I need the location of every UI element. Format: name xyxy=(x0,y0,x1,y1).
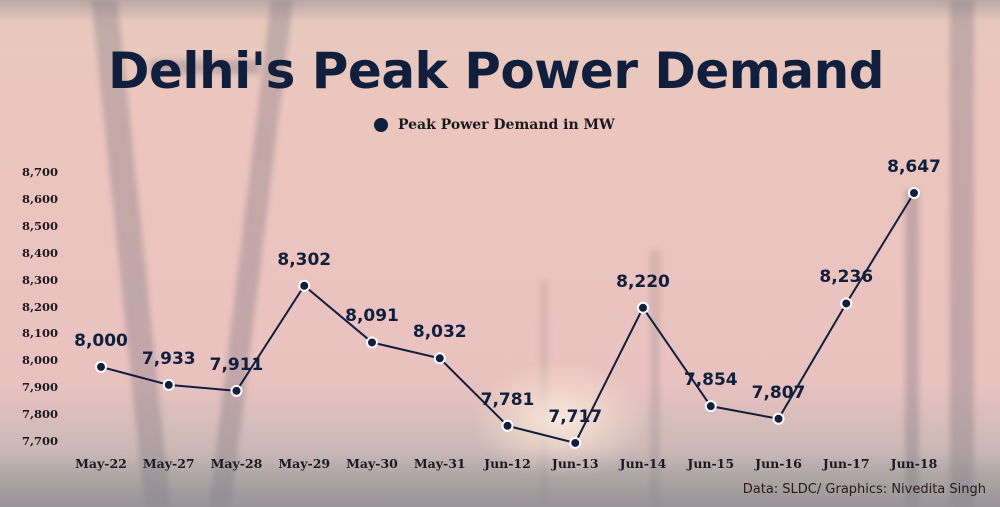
x-tick-label: May-30 xyxy=(346,456,398,471)
data-point-marker xyxy=(569,436,582,449)
data-value-label: 7,854 xyxy=(683,370,738,391)
background-tower xyxy=(150,60,260,74)
y-tick-label: 8,600 xyxy=(22,191,59,206)
data-point-marker xyxy=(230,384,243,397)
x-tick-label: May-27 xyxy=(142,456,195,471)
data-value-label: 8,032 xyxy=(412,322,467,343)
x-tick-label: May-29 xyxy=(278,456,331,471)
source-credit: Data: SLDC/ Graphics: Nivedita Singh xyxy=(742,482,986,497)
legend-marker-icon xyxy=(374,118,388,132)
data-point-marker xyxy=(637,301,649,314)
data-value-label: 8,091 xyxy=(345,306,399,327)
x-tick-label: Jun-18 xyxy=(890,456,938,471)
data-value-label: 8,236 xyxy=(819,267,874,288)
y-tick-label: 7,900 xyxy=(22,380,59,395)
y-tick-label: 8,200 xyxy=(22,299,59,314)
data-point-marker xyxy=(840,297,853,310)
data-point-marker xyxy=(433,352,446,365)
x-tick-label: Jun-14 xyxy=(619,456,667,471)
y-tick-label: 8,500 xyxy=(22,218,59,233)
x-tick-label: Jun-15 xyxy=(687,456,735,471)
chart-legend: Peak Power Demand in MW xyxy=(374,117,615,133)
x-tick-label: May-22 xyxy=(75,456,127,471)
background-tower xyxy=(950,0,974,507)
background-tower xyxy=(650,250,660,507)
x-tick-label: Jun-13 xyxy=(551,456,599,471)
background-tower xyxy=(905,190,919,507)
data-point-marker xyxy=(704,400,717,413)
data-value-label: 7,781 xyxy=(480,389,535,410)
y-tick-label: 8,100 xyxy=(22,326,59,341)
data-point-marker xyxy=(366,336,378,349)
x-tick-label: May-31 xyxy=(413,456,466,471)
data-value-label: 8,000 xyxy=(74,330,128,351)
data-value-label: 7,933 xyxy=(141,348,196,369)
data-value-label: 7,717 xyxy=(548,406,603,427)
y-tick-label: 8,700 xyxy=(22,165,59,179)
y-tick-label: 8,000 xyxy=(22,353,59,368)
data-point-marker xyxy=(162,378,175,391)
legend-label: Peak Power Demand in MW xyxy=(398,117,615,133)
data-value-label: 7,807 xyxy=(751,382,806,403)
data-value-label: 8,302 xyxy=(277,249,332,270)
data-point-marker xyxy=(501,419,514,432)
chart-title: Delhi's Peak Power Demand xyxy=(108,42,885,100)
data-value-label: 8,647 xyxy=(887,157,941,177)
data-point-marker xyxy=(95,360,107,373)
background-top-band xyxy=(0,0,1000,22)
data-point-marker xyxy=(298,279,311,292)
y-tick-label: 8,300 xyxy=(22,272,59,287)
x-tick-label: May-28 xyxy=(210,456,263,471)
background-bottom-band xyxy=(0,447,1000,507)
data-point-marker xyxy=(908,187,920,199)
x-tick-label: Jun-16 xyxy=(755,456,802,471)
y-tick-label: 7,700 xyxy=(22,434,59,448)
data-point-marker xyxy=(772,412,785,425)
data-value-label: 7,911 xyxy=(209,354,264,375)
data-value-label: 8,220 xyxy=(616,271,670,292)
x-tick-label: Jun-17 xyxy=(822,456,870,471)
y-tick-label: 8,400 xyxy=(22,245,59,260)
y-tick-label: 7,800 xyxy=(22,407,59,422)
x-tick-label: Jun-12 xyxy=(484,456,531,471)
